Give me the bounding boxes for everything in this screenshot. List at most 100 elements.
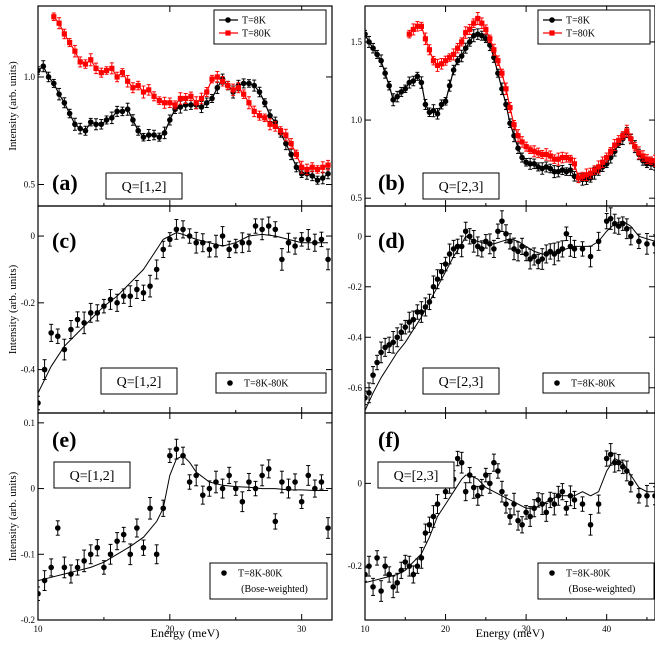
data-point xyxy=(499,488,505,495)
data-point xyxy=(515,248,521,255)
data-point xyxy=(87,551,94,558)
data-point xyxy=(183,95,189,102)
data-point xyxy=(636,238,642,245)
data-point xyxy=(386,342,392,348)
data-point xyxy=(596,164,602,170)
data-point xyxy=(203,99,210,106)
data-point xyxy=(474,243,481,250)
legend-marker xyxy=(549,17,555,23)
data-point xyxy=(153,551,160,558)
data-point xyxy=(410,571,417,578)
data-point xyxy=(180,452,186,459)
legend-marker xyxy=(549,570,555,576)
data-point xyxy=(390,96,396,103)
data-point xyxy=(101,303,107,309)
legend: T=8K-80K (Bose-weighted) xyxy=(537,562,655,600)
y-tick-label: -0.2 xyxy=(21,298,35,308)
x-axis-label: Energy (meV) xyxy=(476,626,545,640)
data-point xyxy=(120,293,127,299)
data-point xyxy=(418,309,425,315)
data-point xyxy=(503,86,509,92)
data-point xyxy=(225,82,231,89)
data-point xyxy=(378,349,384,356)
data-point xyxy=(226,246,232,253)
data-point xyxy=(523,509,529,516)
data-point xyxy=(611,459,618,466)
data-point xyxy=(507,120,513,126)
data-point xyxy=(539,501,546,507)
data-point xyxy=(72,121,78,128)
data-point xyxy=(283,140,289,147)
data-point xyxy=(259,226,265,233)
q-label-box xyxy=(422,172,500,200)
data-point xyxy=(551,168,558,175)
y-tick-label: 0.1 xyxy=(24,418,35,428)
data-point xyxy=(209,76,215,82)
data-point xyxy=(652,493,655,499)
data-point xyxy=(56,20,62,26)
data-point xyxy=(507,104,513,111)
data-point xyxy=(261,99,268,106)
data-point xyxy=(304,166,310,173)
data-point xyxy=(151,93,157,99)
y-tick-label: -0.2 xyxy=(348,561,362,571)
data-point xyxy=(434,501,441,507)
q-label: Q=[2,3] xyxy=(439,180,484,195)
data-point xyxy=(624,468,630,474)
data-point xyxy=(325,525,331,531)
data-point xyxy=(305,236,312,243)
data-point xyxy=(466,39,473,45)
data-point xyxy=(48,564,54,571)
panel-label: (f) xyxy=(378,427,400,452)
data-point xyxy=(406,31,412,37)
data-point xyxy=(114,108,120,115)
data-point xyxy=(265,223,272,229)
legend-marker xyxy=(549,30,555,36)
data-point xyxy=(94,310,101,316)
data-point xyxy=(68,326,74,333)
data-point xyxy=(479,32,485,39)
y-tick-label: 0.5 xyxy=(351,193,363,203)
legend-entry: T=8K-80K xyxy=(244,379,289,390)
data-point xyxy=(628,480,634,487)
data-point xyxy=(418,79,425,86)
data-point xyxy=(277,128,284,134)
data-point xyxy=(652,158,655,164)
x-tick-label: 10 xyxy=(34,624,44,634)
data-point xyxy=(467,26,473,33)
legend-entry: T=8K xyxy=(242,16,267,27)
data-point xyxy=(652,241,655,247)
panel-f: 10 20 30 40 -0.2 0 Energy (meV) (f) Q=[2,3] T=8K-… xyxy=(348,412,655,640)
data-point xyxy=(81,558,87,564)
data-point xyxy=(547,248,554,255)
data-point xyxy=(414,23,420,29)
data-point xyxy=(198,95,205,102)
x-tick-label: 30 xyxy=(297,624,307,634)
data-point xyxy=(147,283,153,289)
data-point xyxy=(230,87,236,93)
data-point xyxy=(503,101,509,108)
x-tick-label: 30 xyxy=(522,624,532,634)
data-point xyxy=(325,162,331,168)
data-point xyxy=(442,58,449,64)
data-point xyxy=(398,329,405,336)
legend-entry: T=8K-80K xyxy=(566,569,611,580)
data-point xyxy=(483,36,489,42)
data-point xyxy=(563,230,570,237)
x-axis-label: Energy (meV) xyxy=(151,626,220,640)
data-point xyxy=(451,51,457,58)
data-point xyxy=(272,123,278,130)
data-point xyxy=(145,132,152,138)
data-point xyxy=(434,111,441,117)
series-t-8k-80k xyxy=(38,438,331,601)
data-point xyxy=(130,85,136,91)
data-point xyxy=(161,130,168,136)
data-point xyxy=(587,170,594,176)
data-point xyxy=(527,256,533,262)
panel-b: 0.5 1.0 1.5 (b) Q=[2,3] T=8K T=80K xyxy=(351,5,655,207)
data-point xyxy=(370,372,376,378)
data-point xyxy=(523,251,529,257)
data-point xyxy=(256,113,263,119)
data-point xyxy=(446,54,453,61)
data-point xyxy=(632,144,638,150)
